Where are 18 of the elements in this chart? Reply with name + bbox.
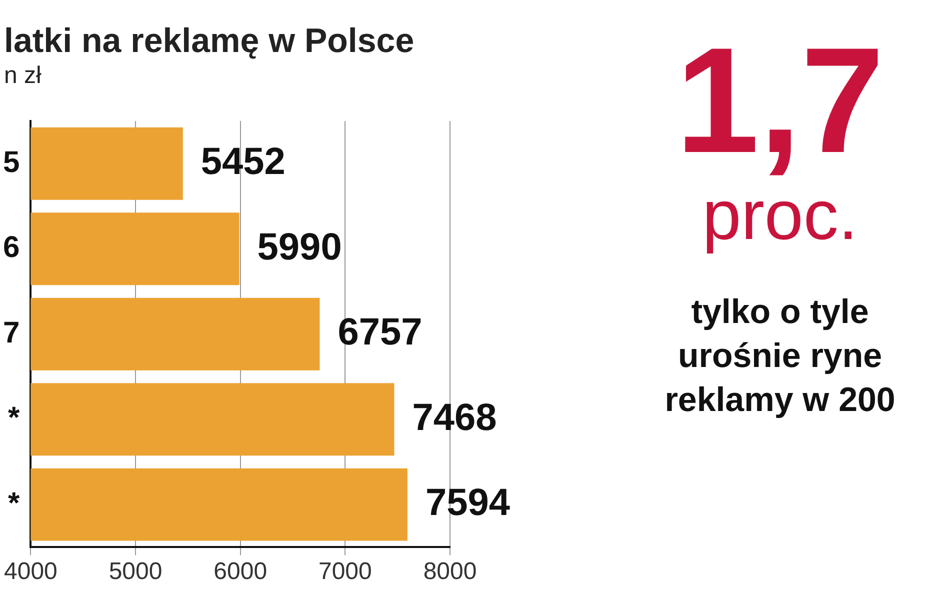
data-label: 7594 xyxy=(425,482,510,524)
x-tick-label: 6000 xyxy=(214,558,268,586)
chart-title: latki na reklamę w Polsce xyxy=(4,22,414,61)
x-tick-label: 4000 xyxy=(4,558,58,586)
data-label: 6757 xyxy=(338,312,422,354)
y-tick-label: 6 xyxy=(2,231,20,264)
x-tick-label: 7000 xyxy=(318,558,372,586)
data-label: 7468 xyxy=(412,396,497,439)
text: tylko o tyle urośnie ryne reklamy w 200 xyxy=(664,292,896,421)
x-tick-label: 8000 xyxy=(423,558,477,586)
y-tick-label: * xyxy=(8,402,20,435)
chart-subtitle: n zł xyxy=(4,62,42,90)
y-tick-label: 7 xyxy=(2,316,20,350)
data-label: 5990 xyxy=(257,226,342,268)
x-tick-label: 5000 xyxy=(108,558,162,586)
y-tick-label: * xyxy=(8,486,20,520)
y-tick-label: 5 xyxy=(2,146,20,179)
data-label: 5452 xyxy=(200,141,286,184)
